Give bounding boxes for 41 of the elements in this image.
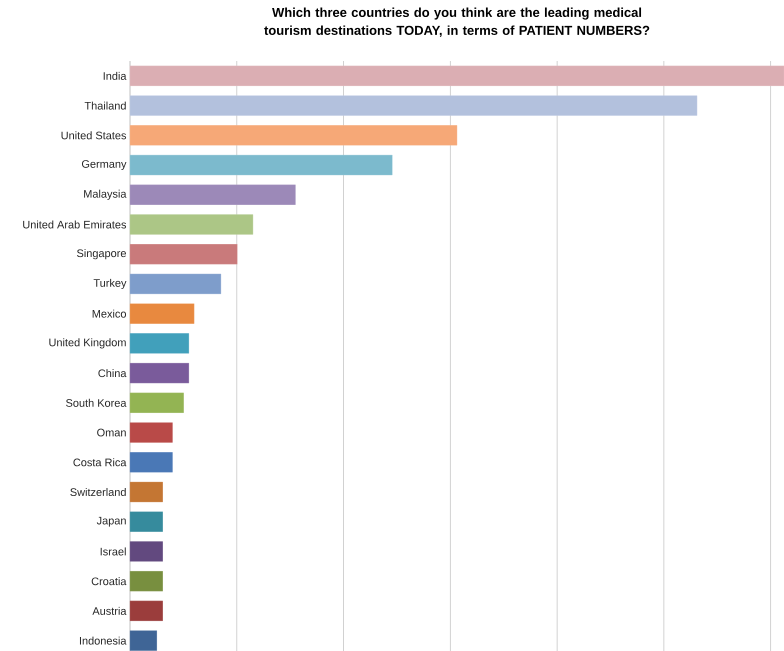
bar [130, 95, 698, 116]
bar [130, 422, 173, 443]
y-tick-label: China [98, 369, 126, 378]
bar [130, 600, 163, 622]
y-tick-label: Malaysia [84, 190, 126, 200]
y-tick-label: United Arab Emirates [23, 220, 126, 229]
bar [130, 482, 163, 502]
y-tick-label: Switzerland [70, 488, 126, 496]
y-tick-label: Israel [100, 547, 126, 556]
y-tick-label: Indonesia [80, 636, 126, 645]
y-tick-label: United States [62, 131, 126, 140]
bar [130, 154, 392, 176]
y-tick-label: Croatia [92, 577, 126, 586]
y-tick-label: Japan [96, 516, 126, 527]
bar [130, 304, 194, 324]
y-tick-label: Oman [97, 428, 126, 436]
bar [130, 452, 173, 472]
y-tick-label: India [104, 72, 126, 80]
y-tick-label: Thailand [84, 102, 126, 110]
bar [130, 184, 296, 205]
y-tick-label: Mexico [92, 310, 126, 318]
bar [130, 333, 190, 354]
bar [130, 66, 784, 86]
bar [130, 274, 222, 294]
y-tick-label: Turkey [94, 278, 126, 290]
y-tick-label: Austria [92, 606, 126, 615]
bar [130, 362, 190, 384]
y-tick-label: Singapore [77, 249, 126, 260]
bar [130, 541, 163, 562]
bar [130, 125, 458, 146]
y-tick-label: Germany [82, 160, 126, 170]
bar [130, 512, 163, 532]
chart-title: Which three countries do you think are the leading medical tourism destinations TODAY, in terms of PATIENT NUMBERS? [264, 8, 650, 37]
y-tick-label: South Korea [66, 398, 126, 407]
bar [130, 392, 184, 413]
bar [130, 571, 163, 592]
y-tick-label: Costa Rica [73, 458, 126, 466]
bar [130, 214, 254, 235]
y-tick-label: United Kingdom [49, 338, 126, 348]
bar [130, 244, 238, 264]
bar [130, 630, 158, 651]
